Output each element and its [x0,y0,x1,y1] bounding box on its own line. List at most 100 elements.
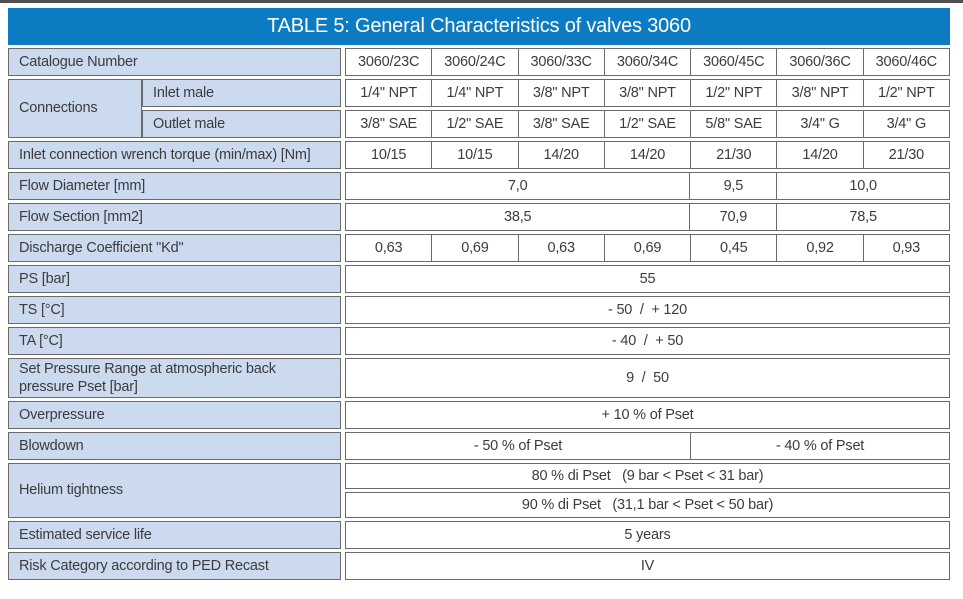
table-title: TABLE 5: General Characteristics of valv… [8,8,950,45]
value-panel: 38,5 70,9 78,5 [345,203,950,231]
row-flow-section: Flow Section [mm2] 38,5 70,9 78,5 [8,203,950,231]
value-cell: 9,5 [689,173,776,199]
row-helium-tightness: Helium tightness 80 % di Pset (9 bar < P… [8,463,950,518]
row-label: Inlet connection wrench torque (min/max)… [8,141,341,169]
row-label: TA [°C] [8,327,341,355]
value-cell: 0,92 [776,235,862,261]
row-label: Blowdown [8,432,341,460]
value-cell: 3/4" G [862,111,949,137]
row-catalogue-number: Catalogue Number 3060/23C 3060/24C 3060/… [8,48,950,76]
value-cell: + 10 % of Pset [601,407,694,423]
value-cell: 3/4" G [776,111,862,137]
value-cell: 1/4" NPT [431,80,517,106]
value-cell: 38,5 [504,209,532,225]
value-panel: 55 [345,265,950,293]
row-discharge-coefficient: Discharge Coefficient "Kd" 0,63 0,69 0,6… [8,234,950,262]
row-label: Catalogue Number [8,48,341,76]
row-label: Overpressure [8,401,341,429]
value-cell: 3060/45C [690,49,776,75]
value-panel: + 10 % of Pset [345,401,950,429]
value-cell: 21/30 [862,142,949,168]
characteristics-table: TABLE 5: General Characteristics of valv… [8,8,950,583]
value-cell: 14/20 [517,142,604,168]
value-cell: 0,69 [603,235,690,261]
sub-row-label: Outlet male [142,110,341,138]
row-set-pressure-range: Set Pressure Range at atmospheric back p… [8,358,950,398]
value-cell: 7,0 [507,178,528,194]
value-panel: 0,63 0,69 0,63 0,69 0,45 0,92 0,93 [345,234,950,262]
row-label: Risk Category according to PED Recast [8,552,341,580]
value-cell: 0,63 [517,235,604,261]
row-ta: TA [°C] - 40 / + 50 [8,327,950,355]
row-label: Flow Section [mm2] [8,203,341,231]
value-cell: 0,93 [862,235,949,261]
row-outlet-male: Outlet male 3/8" SAE 1/2" SAE 3/8" SAE 1… [142,110,950,138]
top-rule [0,0,963,3]
value-cell: 1/2" NPT [862,80,949,106]
connections-subrows: Inlet male 1/4" NPT 1/4" NPT 3/8" NPT 3/… [142,79,950,138]
value-panel: 9 / 50 [345,358,950,398]
value-cell: 10,0 [776,173,949,199]
value-cell: 78,5 [776,204,949,230]
row-label: TS [°C] [8,296,341,324]
value-cell: 3060/33C [517,49,604,75]
value-cell: 3/8" SAE [517,111,604,137]
value-cell: 0,63 [374,240,403,256]
value-cell: 0,69 [431,235,517,261]
value-cell: - 40 / + 50 [611,333,684,349]
value-panel: 1/4" NPT 1/4" NPT 3/8" NPT 3/8" NPT 1/2"… [345,79,950,107]
value-panel: IV [345,552,950,580]
value-cell: 80 % di Pset (9 bar < Pset < 31 bar) [531,468,764,484]
row-connections: Connections Inlet male 1/4" NPT 1/4" NPT… [8,79,950,138]
value-panel: - 50 / + 120 [345,296,950,324]
row-ps: PS [bar] 55 [8,265,950,293]
value-cell: 1/2" SAE [603,111,690,137]
row-label: Set Pressure Range at atmospheric back p… [8,358,341,398]
value-cell: 21/30 [690,142,776,168]
value-cell: 3/8" SAE [360,116,418,132]
value-panel: 3/8" SAE 1/2" SAE 3/8" SAE 1/2" SAE 5/8"… [345,110,950,138]
value-cell: 3060/23C [357,54,420,70]
value-panel: 5 years [345,521,950,549]
value-cell: 10/15 [370,147,407,163]
value-cell: 55 [639,271,656,287]
value-panel: 90 % di Pset (31,1 bar < Pset < 50 bar) [345,492,950,518]
row-label: Helium tightness [8,463,341,518]
row-label: Discharge Coefficient "Kd" [8,234,341,262]
value-cell: 3060/36C [776,49,862,75]
row-label: Flow Diameter [mm] [8,172,341,200]
value-cell: 70,9 [689,204,776,230]
row-inlet-male: Inlet male 1/4" NPT 1/4" NPT 3/8" NPT 3/… [142,79,950,107]
value-cell: 1/4" NPT [360,85,417,101]
value-panel: - 40 / + 50 [345,327,950,355]
value-cell: - 40 % of Pset [690,433,949,459]
row-label: Estimated service life [8,521,341,549]
value-cell: 5/8" SAE [690,111,776,137]
value-panel: - 50 % of Pset - 40 % of Pset [345,432,950,460]
value-cell: 9 / 50 [626,370,669,386]
value-cell: 3/8" NPT [603,80,690,106]
row-label: Connections [8,79,142,138]
row-flow-diameter: Flow Diameter [mm] 7,0 9,5 10,0 [8,172,950,200]
row-wrench-torque: Inlet connection wrench torque (min/max)… [8,141,950,169]
value-panel: 3060/23C 3060/24C 3060/33C 3060/34C 3060… [345,48,950,76]
row-blowdown: Blowdown - 50 % of Pset - 40 % of Pset [8,432,950,460]
value-panel: 80 % di Pset (9 bar < Pset < 31 bar) [345,463,950,489]
value-cell: 3/8" NPT [517,80,604,106]
row-risk-category: Risk Category according to PED Recast IV [8,552,950,580]
value-cell: 1/2" SAE [431,111,517,137]
helium-subrows: 80 % di Pset (9 bar < Pset < 31 bar) 90 … [345,463,950,518]
value-cell: 1/2" NPT [690,80,776,106]
value-panel: 7,0 9,5 10,0 [345,172,950,200]
row-service-life: Estimated service life 5 years [8,521,950,549]
value-cell: IV [640,558,655,574]
value-cell: 5 years [624,527,671,543]
value-cell: - 50 / + 120 [607,302,688,318]
value-cell: 3060/34C [603,49,690,75]
value-cell: 14/20 [603,142,690,168]
sub-row-label: Inlet male [142,79,341,107]
row-overpressure: Overpressure + 10 % of Pset [8,401,950,429]
value-cell: 3060/24C [431,49,517,75]
value-panel: 10/15 10/15 14/20 14/20 21/30 14/20 21/3… [345,141,950,169]
